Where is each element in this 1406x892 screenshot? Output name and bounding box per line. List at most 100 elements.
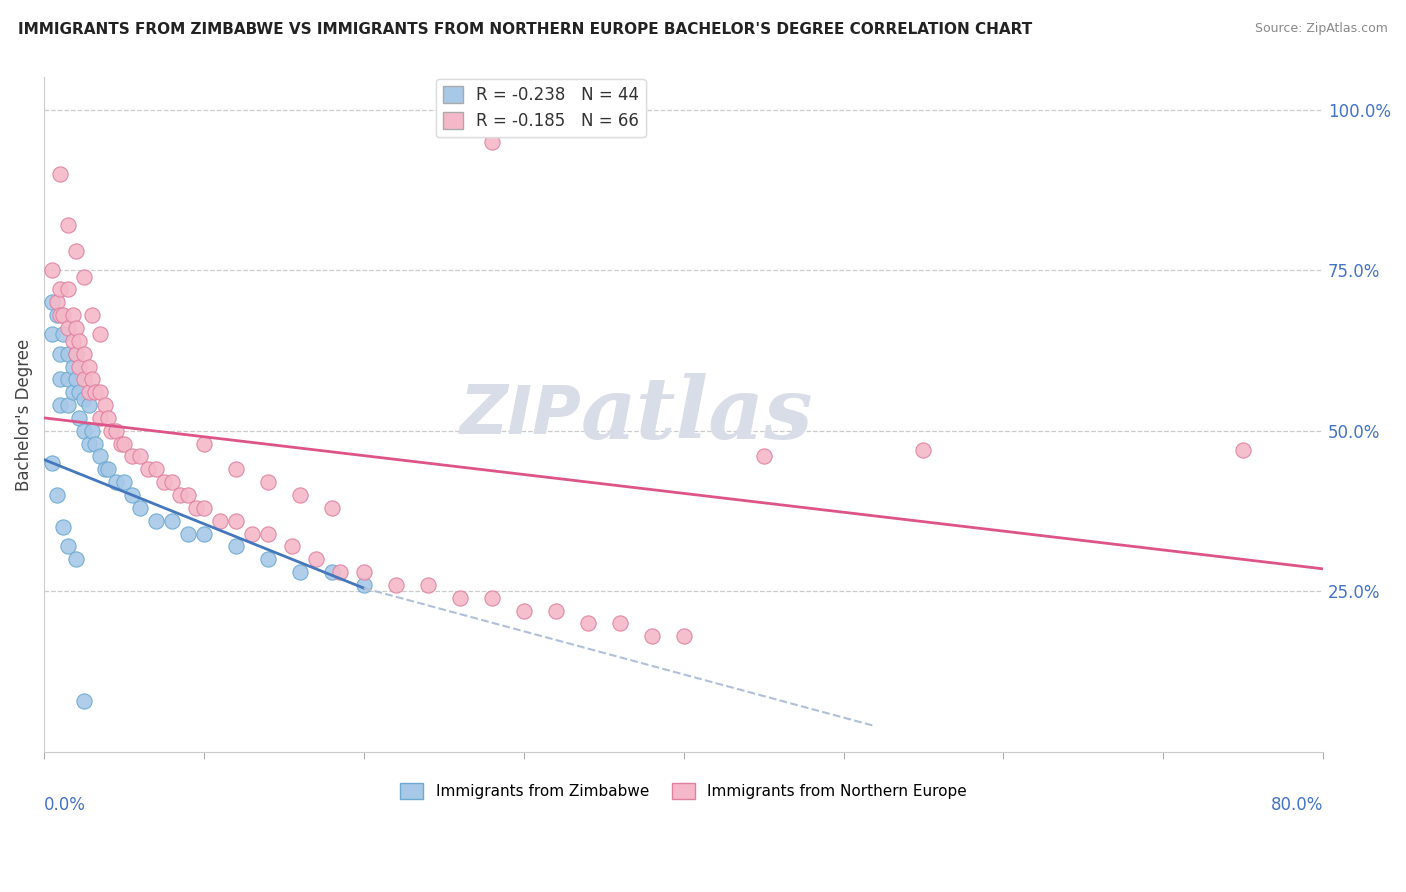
- Point: [49, 346, 72, 360]
- Point: [77, 436, 100, 450]
- Point: [62, 308, 84, 322]
- Point: [160, 514, 183, 528]
- Point: [513, 604, 536, 618]
- Point: [112, 475, 135, 489]
- Point: [62, 385, 84, 400]
- Point: [56, 372, 79, 386]
- Point: [67, 385, 90, 400]
- Point: [136, 462, 159, 476]
- Point: [257, 526, 280, 541]
- Point: [45, 295, 67, 310]
- Point: [544, 604, 567, 618]
- Text: 0.0%: 0.0%: [44, 796, 86, 814]
- Point: [73, 372, 96, 386]
- Point: [49, 308, 72, 322]
- Point: [41, 327, 63, 342]
- Point: [121, 488, 143, 502]
- Point: [67, 334, 90, 348]
- Point: [208, 514, 231, 528]
- Point: [94, 462, 117, 476]
- Point: [385, 578, 408, 592]
- Point: [752, 450, 775, 464]
- Point: [49, 167, 72, 181]
- Point: [160, 475, 183, 489]
- Point: [145, 514, 167, 528]
- Text: IMMIGRANTS FROM ZIMBABWE VS IMMIGRANTS FROM NORTHERN EUROPE BACHELOR'S DEGREE CO: IMMIGRANTS FROM ZIMBABWE VS IMMIGRANTS F…: [18, 22, 1032, 37]
- Point: [65, 552, 87, 566]
- Point: [62, 359, 84, 374]
- Point: [65, 346, 87, 360]
- Point: [321, 500, 343, 515]
- Point: [121, 450, 143, 464]
- Point: [67, 410, 90, 425]
- Point: [94, 398, 117, 412]
- Point: [353, 578, 375, 592]
- Y-axis label: Bachelor's Degree: Bachelor's Degree: [15, 339, 32, 491]
- Point: [281, 540, 304, 554]
- Point: [225, 540, 247, 554]
- Point: [77, 359, 100, 374]
- Point: [225, 462, 247, 476]
- Point: [80, 308, 103, 322]
- Text: atlas: atlas: [581, 373, 814, 457]
- Point: [89, 410, 111, 425]
- Point: [105, 424, 128, 438]
- Point: [481, 591, 503, 605]
- Point: [609, 616, 631, 631]
- Point: [193, 526, 215, 541]
- Point: [353, 565, 375, 579]
- Point: [416, 578, 439, 592]
- Point: [49, 398, 72, 412]
- Point: [41, 295, 63, 310]
- Point: [49, 372, 72, 386]
- Point: [89, 327, 111, 342]
- Point: [169, 488, 191, 502]
- Point: [45, 488, 67, 502]
- Point: [73, 392, 96, 406]
- Text: Source: ZipAtlas.com: Source: ZipAtlas.com: [1254, 22, 1388, 36]
- Point: [110, 436, 132, 450]
- Point: [329, 565, 352, 579]
- Point: [80, 424, 103, 438]
- Point: [56, 540, 79, 554]
- Point: [153, 475, 176, 489]
- Point: [52, 327, 75, 342]
- Point: [257, 475, 280, 489]
- Point: [84, 385, 107, 400]
- Point: [481, 135, 503, 149]
- Point: [100, 424, 122, 438]
- Point: [49, 282, 72, 296]
- Point: [640, 629, 662, 643]
- Point: [41, 456, 63, 470]
- Point: [576, 616, 599, 631]
- Point: [41, 263, 63, 277]
- Point: [129, 450, 152, 464]
- Point: [73, 424, 96, 438]
- Point: [65, 244, 87, 258]
- Point: [240, 526, 263, 541]
- Point: [225, 514, 247, 528]
- Point: [97, 462, 120, 476]
- Point: [89, 450, 111, 464]
- Point: [321, 565, 343, 579]
- Point: [193, 500, 215, 515]
- Point: [80, 372, 103, 386]
- Text: 80.0%: 80.0%: [1271, 796, 1323, 814]
- Point: [65, 346, 87, 360]
- Point: [177, 526, 200, 541]
- Point: [193, 436, 215, 450]
- Point: [67, 359, 90, 374]
- Point: [56, 218, 79, 232]
- Point: [65, 321, 87, 335]
- Point: [177, 488, 200, 502]
- Point: [52, 308, 75, 322]
- Point: [73, 693, 96, 707]
- Point: [52, 520, 75, 534]
- Point: [84, 436, 107, 450]
- Point: [449, 591, 471, 605]
- Point: [112, 436, 135, 450]
- Point: [1232, 442, 1254, 457]
- Text: ZIP: ZIP: [460, 382, 581, 448]
- Point: [129, 500, 152, 515]
- Point: [73, 346, 96, 360]
